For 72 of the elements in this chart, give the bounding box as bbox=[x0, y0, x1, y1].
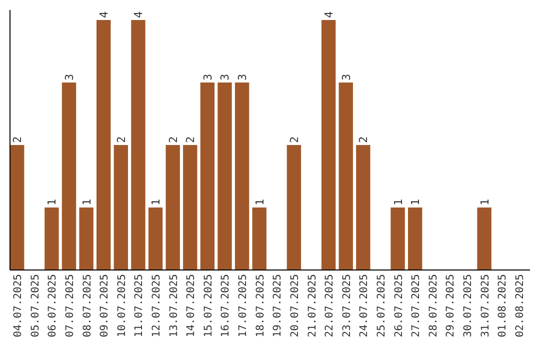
data-label: 3 bbox=[218, 74, 232, 80]
x-tick-label: 08.07.2025 bbox=[81, 274, 94, 338]
bar bbox=[252, 208, 266, 270]
x-tick-label: 09.07.2025 bbox=[98, 274, 111, 338]
x-tick-label: 12.07.2025 bbox=[150, 274, 163, 338]
x-tick-label: 10.07.2025 bbox=[116, 274, 128, 338]
bar bbox=[286, 145, 302, 270]
x-tick-label: 30.07.2025 bbox=[462, 274, 474, 338]
bar bbox=[477, 208, 492, 270]
x-tick-label: 18.07.2025 bbox=[254, 274, 266, 338]
data-label: 1 bbox=[409, 198, 422, 206]
bar bbox=[114, 145, 128, 270]
x-tick-label: 26.07.2025 bbox=[392, 274, 405, 338]
x-tick-label: 15.07.2025 bbox=[202, 274, 214, 338]
data-label: 4 bbox=[132, 11, 146, 18]
x-tick-label: 24.07.2025 bbox=[358, 274, 370, 338]
x-tick-label: 28.07.2025 bbox=[427, 274, 440, 338]
data-label: 1 bbox=[392, 198, 405, 206]
bar bbox=[148, 208, 163, 270]
data-label: 2 bbox=[184, 136, 198, 143]
x-tick-label: 13.07.2025 bbox=[168, 274, 180, 338]
bar bbox=[166, 145, 180, 270]
x-tick-label: 16.07.2025 bbox=[220, 274, 232, 338]
bar bbox=[44, 208, 59, 270]
bar bbox=[218, 82, 232, 270]
data-label: 3 bbox=[236, 74, 250, 80]
bar bbox=[96, 20, 111, 270]
data-label: 2 bbox=[166, 136, 180, 143]
data-label: 2 bbox=[357, 136, 370, 143]
bar bbox=[390, 208, 405, 270]
data-label: 2 bbox=[114, 136, 128, 143]
bar bbox=[408, 208, 422, 270]
x-tick-label: 01.08.2025 bbox=[496, 274, 509, 338]
bar bbox=[131, 20, 146, 270]
bar bbox=[338, 82, 353, 270]
data-label: 2 bbox=[288, 136, 301, 143]
x-tick-label: 23.07.2025 bbox=[340, 274, 353, 338]
x-tick-label: 27.07.2025 bbox=[410, 274, 422, 338]
data-label: 3 bbox=[201, 74, 214, 80]
data-label: 3 bbox=[340, 74, 353, 80]
data-label: 1 bbox=[253, 198, 266, 206]
data-label: 1 bbox=[80, 198, 94, 206]
data-label: 1 bbox=[46, 198, 59, 206]
data-label: 1 bbox=[478, 198, 492, 206]
x-tick-label: 25.07.2025 bbox=[375, 274, 388, 338]
bar bbox=[356, 145, 370, 270]
data-label: 3 bbox=[63, 74, 76, 80]
bar bbox=[200, 82, 215, 270]
x-tick-label: 05.07.2025 bbox=[29, 274, 42, 338]
x-tick-label: 07.07.2025 bbox=[64, 274, 76, 338]
bar bbox=[234, 82, 250, 270]
x-tick-label: 14.07.2025 bbox=[185, 274, 198, 338]
x-tick-label: 04.07.2025 bbox=[12, 274, 24, 338]
bar bbox=[10, 145, 24, 270]
bar bbox=[321, 20, 336, 270]
data-label: 4 bbox=[98, 11, 111, 18]
x-tick-label: 29.07.2025 bbox=[444, 274, 457, 338]
data-label: 4 bbox=[322, 11, 336, 18]
bar bbox=[183, 145, 198, 270]
x-tick-label: 11.07.2025 bbox=[133, 274, 146, 338]
x-tick-label: 31.07.2025 bbox=[479, 274, 492, 338]
x-tick-label: 21.07.2025 bbox=[306, 274, 318, 338]
x-tick-label: 06.07.2025 bbox=[46, 274, 59, 338]
x-tick-label: 20.07.2025 bbox=[288, 274, 301, 338]
data-label: 1 bbox=[150, 198, 163, 206]
bar bbox=[62, 82, 76, 270]
x-tick-label: 02.08.2025 bbox=[514, 274, 526, 338]
x-tick-label: 17.07.2025 bbox=[237, 274, 250, 338]
x-tick-label: 19.07.2025 bbox=[272, 274, 284, 338]
x-tick-label: 22.07.2025 bbox=[324, 274, 336, 338]
data-label: 2 bbox=[11, 136, 24, 143]
bar bbox=[79, 208, 94, 270]
